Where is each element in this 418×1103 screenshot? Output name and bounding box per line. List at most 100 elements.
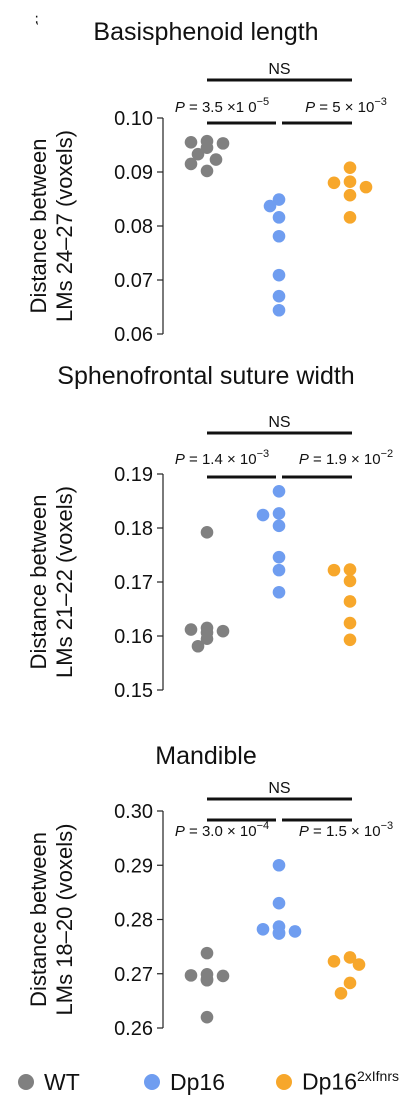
chart-title: Mandible <box>155 742 256 770</box>
comparison-label-dp16-rescue-exp: −3 <box>374 96 387 108</box>
y-tick-label: 0.08 <box>114 216 153 238</box>
data-point <box>272 519 286 533</box>
data-point <box>272 289 286 303</box>
data-point <box>288 925 302 938</box>
y-axis-label-line2: LMs 18–20 (voxels) <box>52 824 77 1016</box>
data-point <box>272 585 286 599</box>
data-point <box>200 1010 214 1024</box>
comparison-label-wt-dp16-eq: = 1.4 × 10 <box>185 451 257 468</box>
comparison-label-dp16-rescue: P = 5 × 10−3 <box>305 96 387 116</box>
data-point <box>184 623 198 636</box>
data-point <box>272 229 286 243</box>
y-tick-label: 0.07 <box>114 270 153 292</box>
y-tick-label: 0.30 <box>114 801 153 823</box>
data-point <box>272 303 286 317</box>
comparison-label-wt-dp16-exp: −5 <box>257 96 270 108</box>
data-point <box>256 508 270 522</box>
data-point <box>272 563 286 577</box>
legend-item-dp16: Dp16 <box>144 1064 225 1100</box>
legend: WT Dp16 Dp162xIfnrs <box>0 1064 418 1100</box>
y-axis-label-line1: Distance between <box>26 495 51 670</box>
data-point <box>272 927 286 940</box>
legend-label-dp16: Dp16 <box>170 1068 225 1095</box>
comparison-label-dp16-rescue-eq: = 5 × 10 <box>315 99 374 116</box>
data-point <box>200 141 214 154</box>
y-tick-label: 0.09 <box>114 162 153 184</box>
y-axis-label-line2: LMs 24–27 (voxels) <box>52 130 77 322</box>
data-point <box>327 176 341 190</box>
chart-panel: Sphenofrontal suture width 0.19 0.18 0.17 0.… <box>26 362 393 702</box>
legend-marker-dp16-2xifnrs <box>276 1074 292 1090</box>
y-tick-label: 0.06 <box>114 324 153 346</box>
legend-label-dp16-2xifnrs-sup: 2xIfnrs <box>356 1068 399 1085</box>
comparison-label-wt-dp16: P = 3.5 ×1 0−5 <box>175 96 269 116</box>
legend-item-dp16-2xifnrs: Dp162xIfnrs <box>276 1064 399 1100</box>
comparison-label-dp16-rescue-eq: = 1.9 × 10 <box>309 451 381 468</box>
data-point <box>200 164 214 178</box>
comparison-label-dp16-rescue: P = 1.5 × 10−3 <box>299 820 393 840</box>
y-tick-label: 0.29 <box>114 855 153 877</box>
comparison-label-ns: NS <box>268 780 290 797</box>
data-point <box>191 639 205 653</box>
y-tick-label: 0.28 <box>114 910 153 932</box>
data-point <box>334 986 348 1000</box>
y-axis-label-line1: Distance between <box>26 832 51 1007</box>
data-point <box>359 180 373 194</box>
data-point <box>343 211 357 224</box>
comparison-label-wt-dp16-p: P <box>175 451 185 468</box>
y-axis-label: Distance betweenLMs 21–22 (voxels) <box>26 486 77 678</box>
comparison-label-ns: NS <box>268 61 290 78</box>
data-point <box>343 976 357 990</box>
legend-label-dp16-2xifnrs-base: Dp16 <box>302 1068 357 1095</box>
comparison-label-dp16-rescue-p: P <box>299 451 309 468</box>
comparison-label-dp16-rescue-p: P <box>305 99 315 116</box>
data-point <box>272 550 286 564</box>
data-point <box>327 563 341 577</box>
chart-panel: Basisphenoid length 0.10 0.09 0.08 0.07 0.06 D… <box>26 18 387 346</box>
y-tick-label: 0.15 <box>114 680 153 702</box>
chart-panel: Mandible 0.30 0.29 0.28 0.27 0.26 Distance bet… <box>26 742 393 1040</box>
y-axis-label: Distance betweenLMs 24–27 (voxels) <box>26 130 77 322</box>
data-point <box>272 484 286 498</box>
data-point <box>200 946 214 960</box>
comparison-label-wt-dp16-exp: −3 <box>257 448 270 460</box>
y-axis-label: Distance betweenLMs 18–20 (voxels) <box>26 824 77 1016</box>
data-point <box>343 595 357 608</box>
data-point <box>184 969 198 982</box>
y-tick-label: 0.17 <box>114 572 153 594</box>
comparison-label-ns: NS <box>268 414 290 431</box>
chart-title: Sphenofrontal suture width <box>57 362 354 390</box>
data-point <box>263 199 277 213</box>
comparison-label-wt-dp16-eq: = 3.0 × 10 <box>185 823 257 840</box>
comparison-label-dp16-rescue-exp: −2 <box>381 448 394 460</box>
y-tick-label: 0.27 <box>114 964 153 986</box>
legend-marker-dp16 <box>144 1074 160 1090</box>
y-tick-label: 0.18 <box>114 518 153 540</box>
y-axis-label-line2: LMs 21–22 (voxels) <box>52 486 77 678</box>
data-point <box>216 624 230 638</box>
data-point <box>343 188 357 202</box>
data-point <box>216 137 230 150</box>
y-tick-label: 0.26 <box>114 1018 153 1040</box>
comparison-label-dp16-rescue-p: P <box>299 823 309 840</box>
data-point <box>272 193 286 206</box>
data-point <box>343 161 357 174</box>
data-point <box>272 858 286 872</box>
chart-title: Basisphenoid length <box>93 18 318 46</box>
data-point <box>272 268 286 282</box>
data-point <box>343 563 357 576</box>
data-point <box>272 211 286 224</box>
y-tick-label: 0.19 <box>114 464 153 486</box>
data-point <box>272 507 286 520</box>
data-point <box>216 969 230 983</box>
comparison-label-wt-dp16-exp: −4 <box>257 820 270 832</box>
data-point <box>184 157 198 171</box>
legend-item-wt: WT <box>18 1064 80 1100</box>
data-point <box>200 632 214 645</box>
comparison-label-wt-dp16-p: P <box>175 99 185 116</box>
y-tick-label: 0.10 <box>114 108 153 130</box>
data-point <box>352 958 366 971</box>
data-point <box>184 136 198 149</box>
data-point <box>200 526 214 539</box>
